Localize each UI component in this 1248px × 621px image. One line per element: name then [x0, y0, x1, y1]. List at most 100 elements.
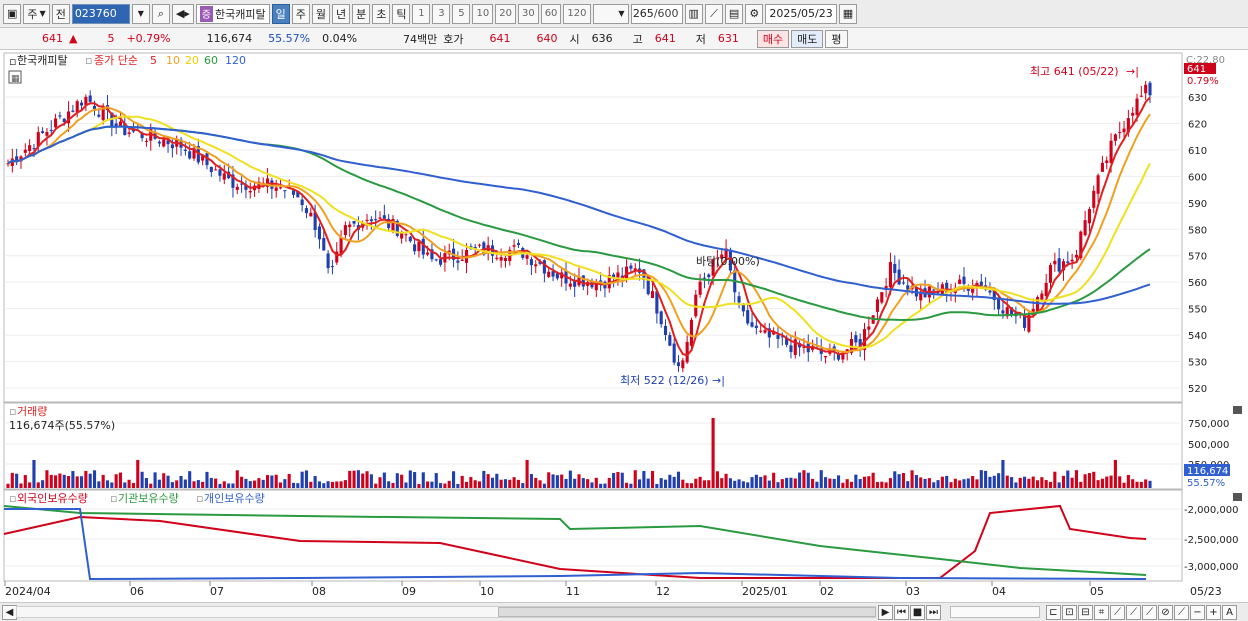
volume-bar	[75, 476, 79, 488]
zoom-out-icon[interactable]: −	[1190, 605, 1205, 620]
volume-bar	[62, 474, 66, 488]
volume-bar	[387, 481, 391, 488]
volume-bar	[443, 483, 447, 488]
volume-bar	[573, 478, 577, 488]
volume-bar	[222, 481, 226, 488]
period-year-button[interactable]: 년	[331, 3, 351, 24]
period-week-button[interactable]: 주	[291, 3, 310, 24]
volume-bar	[352, 470, 356, 488]
forward-icon[interactable]: ⏭	[926, 605, 941, 620]
interval-dropdown[interactable]: ▼	[592, 3, 629, 24]
calendar-icon[interactable]: ▦	[838, 3, 858, 24]
candle-body	[92, 105, 97, 111]
volume-bar	[41, 480, 45, 488]
period-day-button[interactable]: 일	[271, 3, 290, 24]
volume-bar	[750, 477, 754, 488]
interval-30[interactable]: 30	[517, 3, 539, 24]
chart-canvas[interactable]: 630620610600590580570560550540530520750,…	[0, 51, 1248, 602]
volume-bar	[897, 474, 901, 488]
volume-bar	[949, 482, 953, 488]
candle-body	[291, 190, 296, 195]
tool-icon-3[interactable]: ⊟	[1078, 605, 1093, 620]
interval-5[interactable]: 5	[452, 3, 471, 24]
period-tick-button[interactable]: 틱	[392, 3, 411, 24]
prev-button[interactable]: 전	[51, 3, 70, 24]
volume-bar	[278, 482, 283, 488]
buy-button[interactable]: 매수	[756, 29, 790, 48]
tool-icon-5[interactable]: ⟋	[1110, 605, 1125, 620]
gear-icon[interactable]: ⚙	[745, 3, 764, 24]
tool-icon-9[interactable]: ⟋	[1174, 605, 1189, 620]
eval-button[interactable]: 평	[825, 29, 848, 48]
candle-icon[interactable]: ▥	[684, 3, 703, 24]
volume-bar	[300, 471, 304, 488]
scroll-left-icon[interactable]: ◀	[2, 605, 17, 620]
volume-bar	[940, 476, 944, 488]
volume-bar	[287, 473, 291, 488]
volume-bar	[988, 476, 992, 488]
interval-10[interactable]: 10	[472, 3, 494, 24]
volume-bar	[806, 472, 810, 488]
layout-icon[interactable]: ▣	[3, 3, 22, 24]
volume-bar	[841, 482, 845, 488]
price-panel	[3, 52, 1183, 403]
chart-scrollbar[interactable]: ◀ ▶ ⏮ ■ ⏭ ⊏ ⊡ ⊟ ⌗ ⟋ ⟋ ⟋ ⊘ ⟋ − + A	[0, 602, 1248, 621]
rewind-icon[interactable]: ⏮	[894, 605, 909, 620]
volume-bar	[1105, 476, 1109, 488]
tool-icon-8[interactable]: ⊘	[1158, 605, 1173, 620]
interval-20[interactable]: 20	[495, 3, 516, 24]
tool-icon-7[interactable]: ⟋	[1142, 605, 1157, 620]
candle-body	[309, 212, 313, 217]
scroll-right-icon[interactable]: ▶	[878, 605, 893, 620]
data-count-field[interactable]: 265/600	[630, 3, 683, 24]
stock-name-box[interactable]: 증 한국캐피탈	[195, 3, 270, 24]
volume-panel-close-icon[interactable]	[1233, 406, 1242, 414]
save-icon[interactable]: ▤	[724, 3, 744, 24]
stock-code-input[interactable]: 023760	[71, 3, 130, 24]
candle-body	[460, 259, 464, 262]
volume-bar	[923, 478, 927, 488]
line-tool-icon[interactable]: ⟋	[704, 3, 723, 24]
period-minute-button[interactable]: 분	[352, 3, 371, 24]
speaker-icon[interactable]: ◀▸	[171, 3, 194, 24]
chart-area[interactable]: 630 620 610 600 590 580 570 560 550 540 530 520 750,…	[0, 51, 1248, 602]
period-second-button[interactable]: 초	[372, 3, 391, 24]
price-ytick-label: 620	[1188, 119, 1207, 130]
code-dropdown-icon[interactable]: ▼	[131, 3, 150, 24]
volume-bar	[668, 474, 672, 488]
tool-icon-2[interactable]: ⊡	[1062, 605, 1077, 620]
date-field[interactable]: 2025/05/23	[765, 3, 837, 24]
zoom-in-icon[interactable]: +	[1206, 605, 1221, 620]
candle-body	[763, 330, 767, 333]
xaxis-label: 04	[992, 585, 1006, 598]
zoom-slider[interactable]	[950, 606, 1040, 618]
mode-select[interactable]: 주 ▼	[23, 3, 50, 24]
font-icon[interactable]: A	[1222, 605, 1237, 620]
volume-bar	[1018, 477, 1022, 488]
interval-3[interactable]: 3	[432, 3, 451, 24]
candle-body	[222, 173, 226, 180]
volume-bar	[737, 479, 741, 488]
interval-60[interactable]: 60	[540, 3, 562, 24]
interval-120[interactable]: 120	[563, 3, 591, 24]
scroll-thumb[interactable]	[498, 607, 876, 617]
candle-body	[283, 190, 287, 192]
volume-bar	[620, 472, 624, 488]
holding-panel-close-icon[interactable]	[1233, 493, 1242, 501]
tool-icon-4[interactable]: ⌗	[1094, 605, 1109, 620]
tool-icon-1[interactable]: ⊏	[1046, 605, 1061, 620]
search-icon[interactable]: ⌕	[151, 3, 170, 24]
volume-bar	[534, 477, 538, 488]
price-change: 5	[107, 32, 115, 45]
sell-button[interactable]: 매도	[791, 29, 824, 48]
candle-body	[616, 272, 620, 281]
volume-bar	[460, 475, 464, 488]
volume-bar	[265, 475, 270, 488]
tool-icon-6[interactable]: ⟋	[1126, 605, 1141, 620]
period-month-button[interactable]: 월	[311, 3, 330, 24]
stop-icon[interactable]: ■	[910, 605, 925, 620]
interval-1[interactable]: 1	[412, 3, 431, 24]
table-toggle-icon[interactable]	[8, 70, 22, 84]
candle-body	[456, 260, 460, 263]
volume-bar	[1096, 480, 1100, 488]
